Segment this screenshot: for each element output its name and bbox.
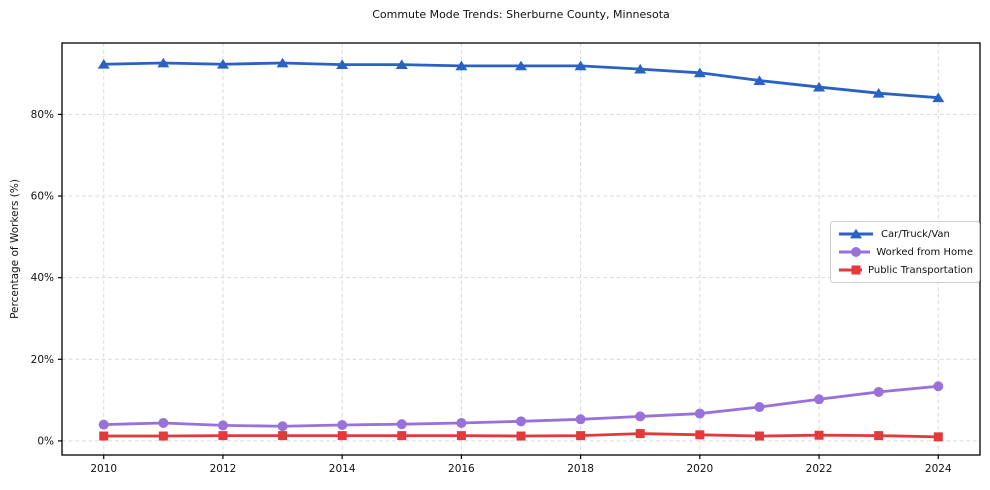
x-tick-label: 2016 — [448, 463, 475, 475]
data-point-worked-from-home — [456, 417, 467, 428]
data-point-worked-from-home — [337, 420, 348, 431]
legend-item-worked-from-home: Worked from Home — [837, 243, 973, 261]
data-point-public-transportation — [218, 431, 228, 441]
data-point-public-transportation — [278, 431, 288, 441]
data-point-car-truck-van — [455, 60, 468, 71]
data-point-car-truck-van — [276, 57, 289, 68]
data-point-car-truck-van — [872, 87, 885, 98]
data-point-worked-from-home — [933, 381, 944, 392]
data-point-worked-from-home — [635, 411, 646, 422]
data-point-worked-from-home — [754, 402, 765, 413]
data-point-public-transportation — [158, 431, 168, 441]
data-point-public-transportation — [456, 431, 466, 441]
data-point-public-transportation — [337, 431, 347, 441]
x-tick-label: 2014 — [329, 463, 356, 475]
data-point-worked-from-home — [516, 416, 526, 427]
data-point-car-truck-van — [693, 67, 706, 78]
data-point-public-transportation — [754, 431, 764, 441]
legend-label: Worked from Home — [876, 246, 973, 258]
chart-title: Commute Mode Trends: Sherburne County, M… — [372, 8, 670, 21]
y-tick-label: 40% — [31, 272, 54, 284]
data-point-worked-from-home — [694, 408, 705, 419]
x-tick-label: 2020 — [686, 463, 713, 475]
data-point-car-truck-van — [574, 60, 587, 71]
legend-label: Car/Truck/Van — [881, 228, 950, 240]
data-point-public-transportation — [516, 431, 526, 441]
data-point-worked-from-home — [158, 417, 169, 428]
legend-swatch-square-icon — [839, 265, 863, 275]
y-tick-label: 60% — [31, 191, 54, 203]
data-point-worked-from-home — [575, 414, 586, 425]
data-point-worked-from-home — [814, 394, 825, 405]
legend-marker — [851, 265, 861, 275]
x-tick-label: 2010 — [90, 463, 117, 475]
x-tick-label: 2012 — [210, 463, 237, 475]
data-point-car-truck-van — [157, 57, 170, 68]
x-tick-label: 2018 — [567, 463, 594, 475]
data-point-public-transportation — [99, 431, 109, 441]
data-point-public-transportation — [814, 430, 824, 440]
data-point-car-truck-van — [97, 59, 110, 69]
legend-item-car-truck-van: Car/Truck/Van — [837, 225, 973, 243]
data-point-public-transportation — [695, 430, 705, 440]
x-tick-label: 2024 — [925, 463, 952, 475]
legend-marker — [851, 247, 861, 257]
data-point-public-transportation — [397, 431, 407, 441]
axes-frame — [61, 42, 981, 456]
data-point-car-truck-van — [813, 81, 826, 92]
data-point-worked-from-home — [217, 420, 228, 431]
data-point-worked-from-home — [277, 421, 288, 432]
data-point-public-transportation — [933, 432, 943, 442]
y-tick-label: 20% — [31, 354, 54, 366]
legend-swatch-triangle-icon — [839, 228, 873, 239]
data-point-car-truck-van — [932, 92, 945, 103]
data-point-car-truck-van — [336, 59, 349, 70]
data-point-car-truck-van — [515, 60, 527, 71]
data-point-public-transportation — [874, 431, 884, 441]
legend-swatch-circle-icon — [839, 247, 871, 257]
y-tick-label: 0% — [37, 435, 54, 447]
data-point-car-truck-van — [395, 59, 408, 70]
data-point-car-truck-van — [634, 63, 647, 74]
data-point-public-transportation — [635, 429, 645, 439]
legend-marker — [850, 228, 862, 239]
data-point-public-transportation — [576, 431, 586, 441]
data-point-car-truck-van — [216, 59, 229, 69]
legend-label: Public Transportation — [868, 264, 973, 276]
legend: Car/Truck/Van Worked from Home Public Tr… — [830, 221, 980, 283]
y-tick-label: 80% — [31, 109, 54, 121]
data-point-worked-from-home — [396, 419, 407, 430]
data-point-worked-from-home — [873, 386, 884, 397]
x-tick-label: 2022 — [806, 463, 833, 475]
data-point-car-truck-van — [753, 75, 766, 85]
data-point-worked-from-home — [98, 419, 109, 430]
legend-item-public-transportation: Public Transportation — [837, 261, 973, 279]
